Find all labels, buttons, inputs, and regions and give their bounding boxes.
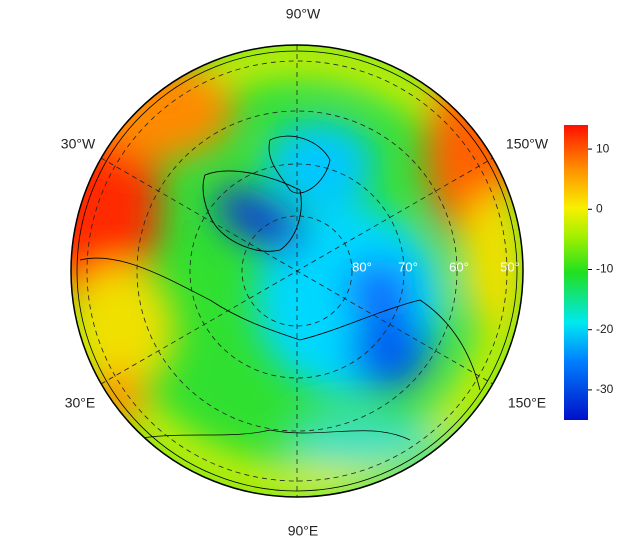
temperature-field [71, 45, 523, 497]
meridian-label: 30°W [61, 136, 96, 152]
colorbar-tick-label: 10 [596, 141, 610, 155]
map-inner-border [76, 50, 518, 492]
colorbar-tick-label: -20 [596, 322, 614, 336]
map-border [70, 44, 524, 498]
meridian-label: 150°W [506, 136, 549, 152]
colorbar [564, 125, 588, 420]
parallel-label: 60° [449, 259, 469, 274]
meridian-label: 90°E [288, 523, 319, 539]
graticule [86, 45, 508, 497]
colorbar-tick-label: -30 [596, 382, 614, 396]
meridian-label: 30°E [65, 395, 96, 411]
parallel-label: 70° [398, 259, 418, 274]
colorbar-tick-label: -10 [596, 262, 614, 276]
meridian-label: 90°W [286, 6, 321, 22]
colorbar-tick-label: 0 [596, 201, 603, 215]
meridian-label: 150°E [508, 395, 546, 411]
parallel-label: 80° [352, 259, 372, 274]
parallel-label: 50° [500, 259, 520, 274]
